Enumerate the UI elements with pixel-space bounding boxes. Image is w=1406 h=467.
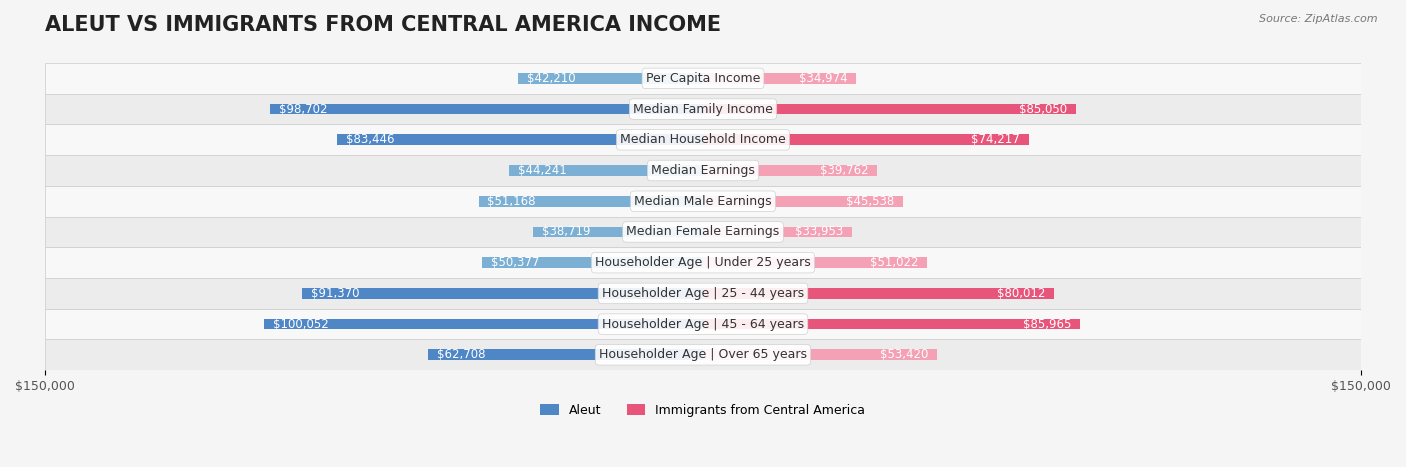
Text: $91,370: $91,370 — [311, 287, 360, 300]
Bar — [703, 349, 938, 360]
FancyBboxPatch shape — [45, 248, 1361, 278]
Text: Householder Age | 45 - 64 years: Householder Age | 45 - 64 years — [602, 318, 804, 331]
Text: Per Capita Income: Per Capita Income — [645, 72, 761, 85]
Text: $33,953: $33,953 — [794, 226, 844, 239]
Bar — [427, 349, 703, 360]
Text: $45,538: $45,538 — [846, 195, 894, 208]
Text: Median Male Earnings: Median Male Earnings — [634, 195, 772, 208]
Text: $83,446: $83,446 — [346, 133, 394, 146]
Text: $51,022: $51,022 — [869, 256, 918, 269]
Text: Householder Age | Under 25 years: Householder Age | Under 25 years — [595, 256, 811, 269]
Bar — [703, 257, 927, 268]
Text: Median Family Income: Median Family Income — [633, 103, 773, 116]
Text: $85,965: $85,965 — [1024, 318, 1071, 331]
Text: $39,762: $39,762 — [820, 164, 869, 177]
FancyBboxPatch shape — [45, 124, 1361, 155]
FancyBboxPatch shape — [45, 94, 1361, 124]
Text: $44,241: $44,241 — [517, 164, 567, 177]
Bar — [703, 73, 856, 84]
Legend: Aleut, Immigrants from Central America: Aleut, Immigrants from Central America — [536, 399, 870, 422]
Text: Householder Age | 25 - 44 years: Householder Age | 25 - 44 years — [602, 287, 804, 300]
FancyBboxPatch shape — [45, 217, 1361, 248]
Text: $74,217: $74,217 — [972, 133, 1019, 146]
Bar — [270, 104, 703, 114]
Text: ALEUT VS IMMIGRANTS FROM CENTRAL AMERICA INCOME: ALEUT VS IMMIGRANTS FROM CENTRAL AMERICA… — [45, 15, 721, 35]
FancyBboxPatch shape — [45, 63, 1361, 94]
Text: $53,420: $53,420 — [880, 348, 928, 361]
FancyBboxPatch shape — [45, 155, 1361, 186]
Text: $80,012: $80,012 — [997, 287, 1045, 300]
Bar — [703, 226, 852, 237]
Text: $98,702: $98,702 — [278, 103, 328, 116]
Bar — [302, 288, 703, 299]
FancyBboxPatch shape — [45, 340, 1361, 370]
FancyBboxPatch shape — [45, 309, 1361, 340]
Text: $34,974: $34,974 — [799, 72, 848, 85]
Text: $62,708: $62,708 — [437, 348, 485, 361]
Text: $51,168: $51,168 — [488, 195, 536, 208]
Bar — [703, 318, 1080, 330]
Bar — [517, 73, 703, 84]
Bar — [509, 165, 703, 176]
Text: Source: ZipAtlas.com: Source: ZipAtlas.com — [1260, 14, 1378, 24]
Bar — [533, 226, 703, 237]
Text: $42,210: $42,210 — [527, 72, 575, 85]
Text: Median Earnings: Median Earnings — [651, 164, 755, 177]
Bar — [337, 134, 703, 145]
FancyBboxPatch shape — [45, 186, 1361, 217]
Text: $85,050: $85,050 — [1019, 103, 1067, 116]
Bar — [703, 165, 877, 176]
Text: Median Household Income: Median Household Income — [620, 133, 786, 146]
Bar — [478, 196, 703, 206]
Text: $50,377: $50,377 — [491, 256, 538, 269]
Bar — [264, 318, 703, 330]
Text: Householder Age | Over 65 years: Householder Age | Over 65 years — [599, 348, 807, 361]
Text: $38,719: $38,719 — [541, 226, 591, 239]
Bar — [703, 288, 1054, 299]
Bar — [703, 196, 903, 206]
FancyBboxPatch shape — [45, 278, 1361, 309]
Text: Median Female Earnings: Median Female Earnings — [627, 226, 779, 239]
Bar — [703, 104, 1076, 114]
Bar — [482, 257, 703, 268]
Text: $100,052: $100,052 — [273, 318, 329, 331]
Bar — [703, 134, 1029, 145]
